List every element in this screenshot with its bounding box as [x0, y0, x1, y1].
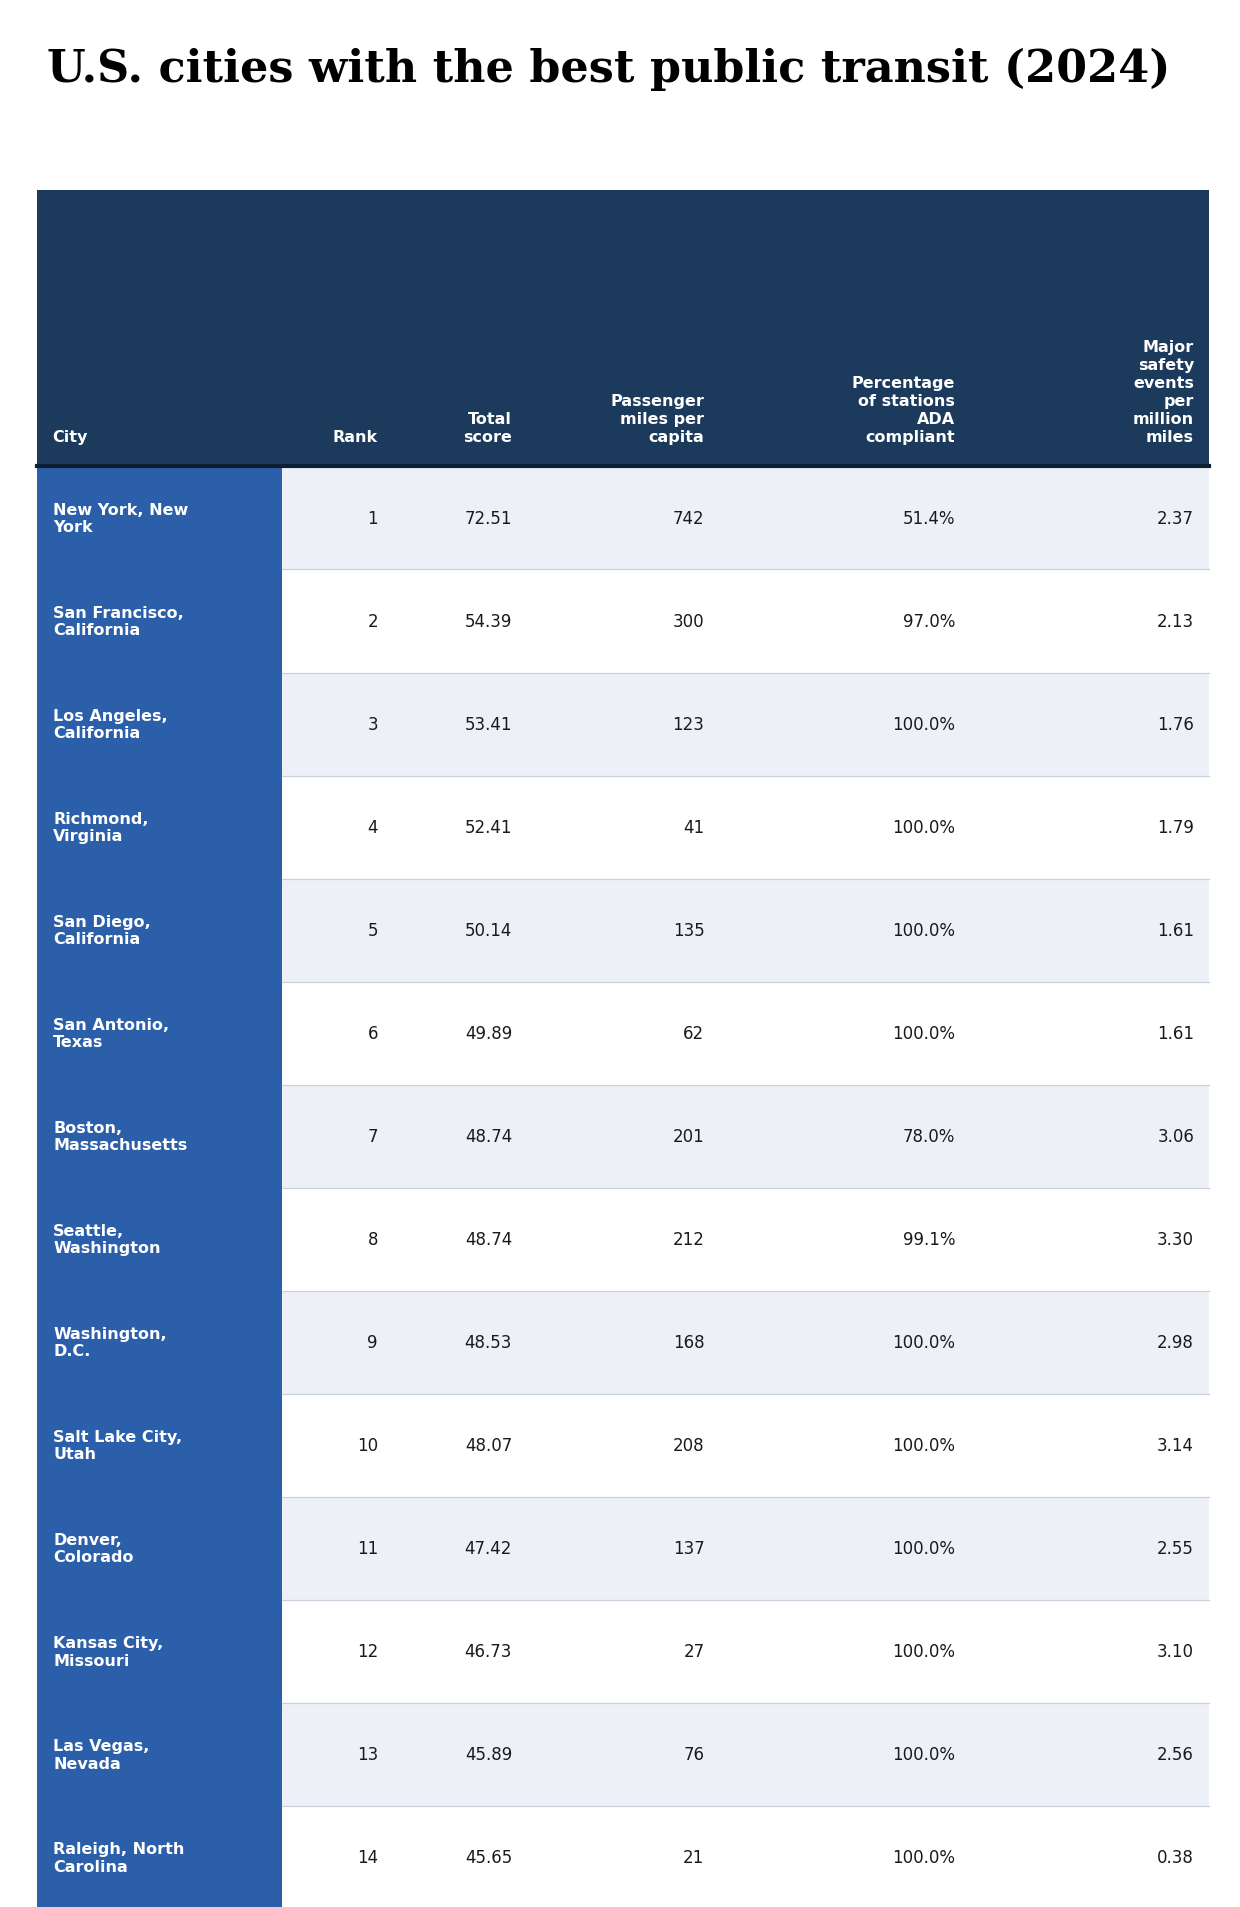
Text: 46.73: 46.73 — [465, 1642, 512, 1661]
Text: 52.41: 52.41 — [465, 818, 512, 837]
Text: 3.06: 3.06 — [1157, 1127, 1194, 1146]
Text: Percentage
of stations
ADA
compliant: Percentage of stations ADA compliant — [852, 376, 955, 444]
Text: 100.0%: 100.0% — [892, 1745, 955, 1764]
Text: 7: 7 — [367, 1127, 378, 1146]
Text: 300: 300 — [673, 612, 704, 631]
Text: Total
score: Total score — [464, 412, 512, 444]
Text: 3: 3 — [367, 715, 378, 734]
Text: 2.37: 2.37 — [1157, 509, 1194, 528]
Text: 1.61: 1.61 — [1157, 1024, 1194, 1043]
Text: 6: 6 — [367, 1024, 378, 1043]
Text: Seattle,
Washington: Seattle, Washington — [53, 1224, 161, 1255]
Text: 5: 5 — [367, 921, 378, 940]
Text: 48.53: 48.53 — [465, 1333, 512, 1352]
Text: New York, New
York: New York, New York — [53, 503, 188, 534]
Text: 41: 41 — [683, 818, 704, 837]
Text: 742: 742 — [673, 509, 704, 528]
Text: 50.14: 50.14 — [465, 921, 512, 940]
Text: 76: 76 — [683, 1745, 704, 1764]
Text: 100.0%: 100.0% — [892, 1539, 955, 1558]
Text: 208: 208 — [673, 1436, 704, 1455]
Text: 12: 12 — [357, 1642, 378, 1661]
Text: City: City — [52, 429, 88, 444]
Text: 1.61: 1.61 — [1157, 921, 1194, 940]
Text: 13: 13 — [357, 1745, 378, 1764]
Text: 97.0%: 97.0% — [903, 612, 955, 631]
Text: 45.89: 45.89 — [465, 1745, 512, 1764]
Text: 2.55: 2.55 — [1157, 1539, 1194, 1558]
Text: 1.79: 1.79 — [1157, 818, 1194, 837]
Text: 2.98: 2.98 — [1157, 1333, 1194, 1352]
Text: 72.51: 72.51 — [465, 509, 512, 528]
Text: Las Vegas,
Nevada: Las Vegas, Nevada — [53, 1739, 150, 1770]
Text: 168: 168 — [673, 1333, 704, 1352]
Text: Kansas City,
Missouri: Kansas City, Missouri — [53, 1636, 164, 1667]
Text: Raleigh, North
Carolina: Raleigh, North Carolina — [53, 1842, 185, 1873]
Text: 62: 62 — [683, 1024, 704, 1043]
Text: 10: 10 — [357, 1436, 378, 1455]
Text: 1.76: 1.76 — [1157, 715, 1194, 734]
Text: 53.41: 53.41 — [465, 715, 512, 734]
Text: 78.0%: 78.0% — [903, 1127, 955, 1146]
Text: San Diego,
California: San Diego, California — [53, 915, 151, 946]
Text: Rank: Rank — [332, 429, 378, 444]
Text: 0.38: 0.38 — [1157, 1848, 1194, 1867]
Text: 100.0%: 100.0% — [892, 1642, 955, 1661]
Text: 27: 27 — [683, 1642, 704, 1661]
Text: 99.1%: 99.1% — [903, 1230, 955, 1249]
Text: Washington,
D.C.: Washington, D.C. — [53, 1327, 167, 1358]
Text: 137: 137 — [672, 1539, 704, 1558]
Text: 123: 123 — [672, 715, 704, 734]
Text: 48.74: 48.74 — [465, 1127, 512, 1146]
Text: 100.0%: 100.0% — [892, 1024, 955, 1043]
Text: 3.10: 3.10 — [1157, 1642, 1194, 1661]
Text: 100.0%: 100.0% — [892, 1333, 955, 1352]
Text: 45.65: 45.65 — [465, 1848, 512, 1867]
Text: Boston,
Massachusetts: Boston, Massachusetts — [53, 1121, 187, 1152]
Text: 49.89: 49.89 — [465, 1024, 512, 1043]
Text: 3.30: 3.30 — [1157, 1230, 1194, 1249]
Text: Major
safety
events
per
million
miles: Major safety events per million miles — [1133, 339, 1194, 444]
Text: 100.0%: 100.0% — [892, 921, 955, 940]
Text: 100.0%: 100.0% — [892, 818, 955, 837]
Text: 11: 11 — [357, 1539, 378, 1558]
Text: 14: 14 — [357, 1848, 378, 1867]
Text: 135: 135 — [672, 921, 704, 940]
Text: U.S. cities with the best public transit (2024): U.S. cities with the best public transit… — [47, 48, 1171, 92]
Text: 54.39: 54.39 — [465, 612, 512, 631]
Text: 212: 212 — [672, 1230, 704, 1249]
Text: 201: 201 — [672, 1127, 704, 1146]
Text: 4: 4 — [367, 818, 378, 837]
Text: San Antonio,
Texas: San Antonio, Texas — [53, 1018, 170, 1049]
Text: Los Angeles,
California: Los Angeles, California — [53, 709, 167, 740]
Text: 100.0%: 100.0% — [892, 1436, 955, 1455]
Text: 48.07: 48.07 — [465, 1436, 512, 1455]
Text: 2.13: 2.13 — [1157, 612, 1194, 631]
Text: 1: 1 — [367, 509, 378, 528]
Text: 8: 8 — [367, 1230, 378, 1249]
Text: 21: 21 — [683, 1848, 704, 1867]
Text: 47.42: 47.42 — [465, 1539, 512, 1558]
Text: 3.14: 3.14 — [1157, 1436, 1194, 1455]
Text: 51.4%: 51.4% — [903, 509, 955, 528]
Text: 100.0%: 100.0% — [892, 1848, 955, 1867]
Text: 100.0%: 100.0% — [892, 715, 955, 734]
Text: 48.74: 48.74 — [465, 1230, 512, 1249]
Text: Salt Lake City,
Utah: Salt Lake City, Utah — [53, 1430, 182, 1461]
Text: 9: 9 — [367, 1333, 378, 1352]
Text: Richmond,
Virginia: Richmond, Virginia — [53, 812, 149, 843]
Text: Passenger
miles per
capita: Passenger miles per capita — [610, 393, 704, 444]
Text: San Francisco,
California: San Francisco, California — [53, 606, 184, 637]
Text: 2: 2 — [367, 612, 378, 631]
Text: 2.56: 2.56 — [1157, 1745, 1194, 1764]
Text: Denver,
Colorado: Denver, Colorado — [53, 1533, 134, 1564]
